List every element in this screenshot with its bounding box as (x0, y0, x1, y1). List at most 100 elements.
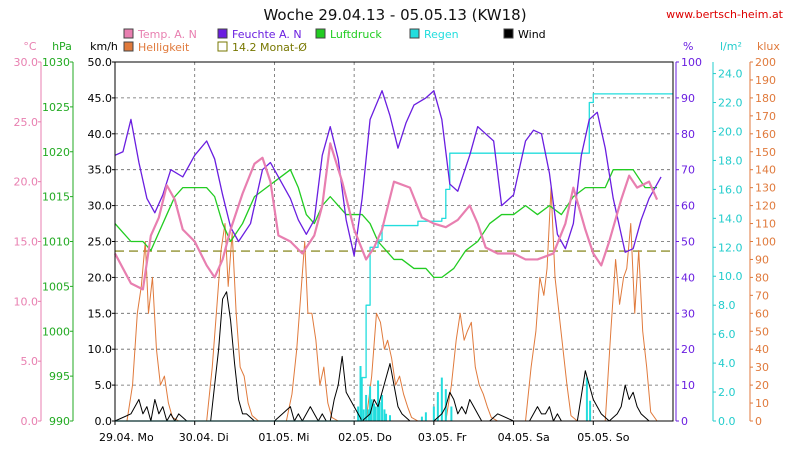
x-tick-label: 30.04. Di (179, 431, 229, 444)
temp-tick-label: 25.0 (14, 116, 39, 129)
site-watermark: www.bertsch-heim.at (666, 8, 784, 21)
pressure-tick-label: 1005 (42, 280, 70, 293)
light-tick-label: 0 (755, 415, 762, 428)
x-tick-label: 03.05. Fr (418, 431, 467, 444)
light-tick-label: 170 (755, 110, 776, 123)
pressure-tick-label: 995 (49, 370, 70, 383)
wind-tick-label: 10.0 (88, 343, 113, 356)
legend-label: 14.2 Monat-Ø (232, 41, 307, 54)
humidity-tick-label: 20 (681, 343, 695, 356)
humidity-tick-label: 10 (681, 379, 695, 392)
light-tick-label: 140 (755, 164, 776, 177)
humidity-tick-label: 60 (681, 200, 695, 213)
wind-tick-label: 5.0 (95, 379, 113, 392)
light-tick-label: 130 (755, 182, 776, 195)
rain-axis-unit: l/m² (720, 40, 742, 53)
pressure-tick-label: 1000 (42, 325, 70, 338)
light-tick-label: 180 (755, 92, 776, 105)
light-tick-label: 160 (755, 128, 776, 141)
temp-tick-label: 15.0 (14, 236, 39, 249)
x-tick-label: 01.05. Mi (258, 431, 309, 444)
temp-tick-label: 30.0 (14, 56, 39, 69)
wind-axis-unit: km/h (90, 40, 118, 53)
humidity-tick-label: 100 (681, 56, 702, 69)
temp-axis-unit: °C (23, 40, 37, 53)
legend-label: Helligkeit (138, 41, 190, 54)
legend-label: Luftdruck (330, 28, 382, 41)
humidity-tick-label: 40 (681, 271, 695, 284)
legend-label: Feuchte A. N (232, 28, 302, 41)
light-tick-label: 50 (755, 325, 769, 338)
light-tick-label: 110 (755, 218, 776, 231)
x-tick-label: 05.05. So (577, 431, 629, 444)
humidity-tick-label: 70 (681, 164, 695, 177)
pressure-tick-label: 1020 (42, 146, 70, 159)
rain-tick-label: 6.0 (718, 328, 736, 341)
pressure-tick-label: 1030 (42, 56, 70, 69)
rain-tick-label: 18.0 (718, 154, 743, 167)
legend-label: Temp. A. N (137, 28, 197, 41)
series-line-helligkeit (115, 187, 658, 422)
rain-tick-label: 20.0 (718, 125, 743, 138)
rain-tick-label: 22.0 (718, 97, 743, 110)
rain-tick-label: 2.0 (718, 386, 736, 399)
rain-tick-label: 8.0 (718, 299, 736, 312)
series-line-wind (114, 291, 658, 422)
rain-tick-label: 4.0 (718, 357, 736, 370)
light-tick-label: 120 (755, 200, 776, 213)
temp-tick-label: 5.0 (21, 355, 39, 368)
humidity-tick-label: 90 (681, 92, 695, 105)
legend-label: Regen (424, 28, 459, 41)
series-line-temp-a-n (114, 142, 659, 291)
legend-swatch (409, 28, 420, 39)
light-tick-label: 80 (755, 271, 769, 284)
wind-tick-label: 0.0 (95, 415, 113, 428)
x-tick-label: 02.05. Do (338, 431, 392, 444)
wind-tick-label: 30.0 (88, 200, 113, 213)
temp-tick-label: 0.0 (21, 415, 39, 428)
pressure-axis-unit: hPa (52, 40, 72, 53)
light-tick-label: 190 (755, 74, 776, 87)
light-tick-label: 10 (755, 397, 769, 410)
light-tick-label: 40 (755, 343, 769, 356)
legend-swatch (217, 41, 228, 52)
wind-tick-label: 40.0 (88, 128, 113, 141)
light-tick-label: 70 (755, 289, 769, 302)
rain-tick-label: 14.0 (718, 212, 743, 225)
series-line-feuchte-a-n (114, 90, 662, 257)
wind-tick-label: 15.0 (88, 307, 113, 320)
light-tick-label: 30 (755, 361, 769, 374)
light-axis-unit: klux (757, 40, 780, 53)
temp-tick-label: 20.0 (14, 176, 39, 189)
humidity-tick-label: 0 (681, 415, 688, 428)
wind-tick-label: 20.0 (88, 271, 113, 284)
wind-tick-label: 45.0 (88, 92, 113, 105)
rain-tick-label: 0.0 (718, 415, 736, 428)
light-tick-label: 100 (755, 236, 776, 249)
legend-swatch (217, 28, 228, 39)
legend-label: Wind (518, 28, 546, 41)
rain-tick-label: 16.0 (718, 183, 743, 196)
wind-tick-label: 50.0 (88, 56, 113, 69)
legend-swatch (123, 28, 134, 39)
x-tick-label: 29.04. Mo (99, 431, 154, 444)
light-tick-label: 200 (755, 56, 776, 69)
pressure-tick-label: 1015 (42, 191, 70, 204)
legend-swatch (315, 28, 326, 39)
wind-tick-label: 35.0 (88, 164, 113, 177)
humidity-tick-label: 80 (681, 128, 695, 141)
legend-swatch (123, 41, 134, 52)
humidity-tick-label: 30 (681, 307, 695, 320)
temp-tick-label: 10.0 (14, 295, 39, 308)
rain-tick-label: 10.0 (718, 270, 743, 283)
pressure-tick-label: 990 (49, 415, 70, 428)
humidity-axis-unit: % (683, 40, 693, 53)
rain-tick-label: 12.0 (718, 241, 743, 254)
light-tick-label: 60 (755, 307, 769, 320)
wind-tick-label: 25.0 (88, 236, 113, 249)
humidity-tick-label: 50 (681, 236, 695, 249)
legend-swatch (503, 28, 514, 39)
light-tick-label: 150 (755, 146, 776, 159)
